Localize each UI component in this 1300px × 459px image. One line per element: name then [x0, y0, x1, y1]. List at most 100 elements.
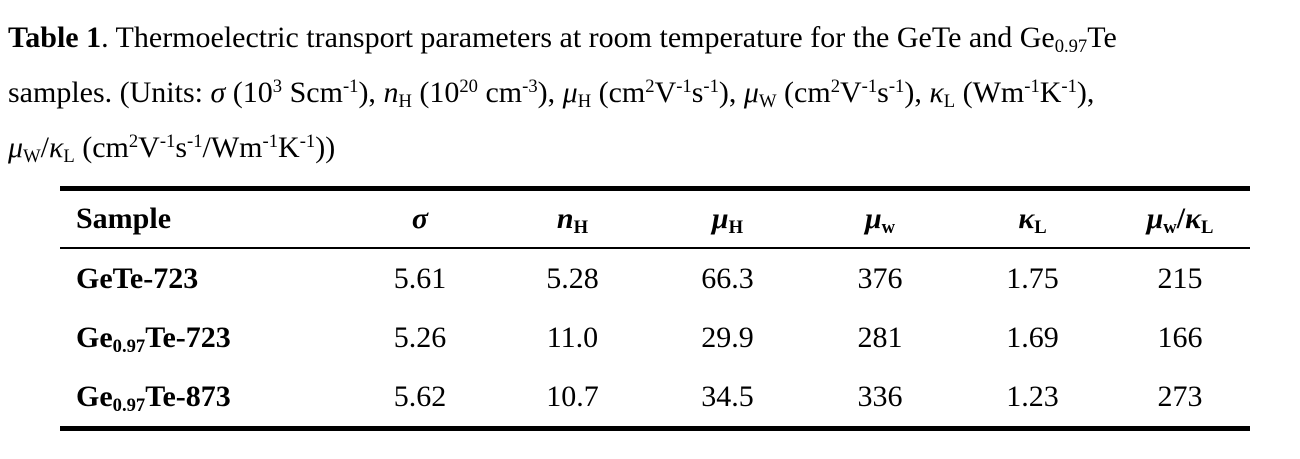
- header-muw-kappal: μw/κL: [1110, 191, 1250, 247]
- header-subscript: H: [573, 217, 589, 239]
- caption-exponent: 20: [459, 75, 478, 97]
- header-subscript: w: [1163, 217, 1177, 239]
- cell-muw: 281: [857, 320, 903, 354]
- table-header: Sample σ nH μH μw κL μw/κL: [60, 191, 1250, 247]
- caption-text: (cm: [591, 76, 646, 109]
- cell-ratio: 273: [1157, 379, 1203, 413]
- mu-symbol: μ: [864, 202, 882, 235]
- cell-kappal: 1.23: [1006, 379, 1059, 413]
- caption-text: ),: [1076, 76, 1095, 109]
- table-top-rule: [60, 186, 1250, 191]
- slash: /: [1176, 202, 1186, 235]
- header-nh: nH: [495, 191, 650, 247]
- mu-symbol: μ: [711, 202, 729, 235]
- caption-text: (cm: [74, 131, 129, 164]
- header-muh: μH: [650, 191, 805, 247]
- caption-line1-text: . Thermoelectric transport parameters at…: [101, 21, 1055, 54]
- caption-text: s: [877, 76, 889, 109]
- cell-muh: 29.9: [701, 320, 754, 354]
- caption-kappa-symbol: κ: [929, 76, 944, 109]
- data-table: Sample σ nH μH μw κL μw/κL GeTe-723 5.61…: [60, 191, 1250, 426]
- cell-nh: 10.7: [546, 379, 599, 413]
- cell-muw: 336: [857, 379, 903, 413]
- header-sigma: σ: [345, 191, 495, 247]
- caption-sigma-symbol: σ: [210, 76, 226, 109]
- caption-text: V: [839, 76, 862, 109]
- caption-exponent: -1: [299, 130, 316, 152]
- cell-sample: GeTe-723: [60, 249, 345, 308]
- caption-text: (10: [225, 76, 273, 109]
- cell-sample: Ge0.97Te-873: [60, 367, 345, 426]
- header-subscript: H: [728, 217, 744, 239]
- cell-kappal: 1.75: [1006, 261, 1059, 295]
- cell-kappal: 1.69: [1006, 320, 1059, 354]
- caption-exponent: 2: [830, 75, 840, 97]
- table-row: GeTe-723 5.61 5.28 66.3 376 1.75 215: [60, 249, 1250, 308]
- header-subscript: L: [1200, 217, 1214, 239]
- caption-exponent: -1: [703, 75, 719, 97]
- caption-mu-symbol: μ: [8, 131, 24, 164]
- caption-exponent: -1: [861, 75, 878, 97]
- sigma-symbol: σ: [411, 202, 429, 235]
- header-sample: Sample: [76, 202, 172, 235]
- caption-subscript: H: [398, 91, 412, 113]
- caption-text: ),: [537, 76, 563, 109]
- caption-mu-symbol: μ: [743, 76, 759, 109]
- cell-ratio: 166: [1157, 320, 1203, 354]
- caption-text: /Wm: [202, 131, 263, 164]
- sample-suffix: Te-723: [145, 320, 231, 354]
- caption-exponent: -1: [159, 130, 176, 152]
- data-table-container: Sample σ nH μH μw κL μw/κL GeTe-723 5.61…: [60, 186, 1250, 431]
- cell-sigma: 5.61: [393, 261, 447, 295]
- caption-text: (10: [411, 76, 460, 109]
- caption-exponent: -1: [342, 75, 359, 97]
- caption-exponent: -1: [1024, 75, 1040, 97]
- table-caption: Table 1. Thermoelectric transport parame…: [8, 10, 1293, 175]
- caption-subscript: L: [943, 91, 956, 113]
- table-row: Ge0.97Te-873 5.62 10.7 34.5 336 1.23 273: [60, 367, 1250, 426]
- caption-subscript: W: [23, 146, 41, 168]
- caption-subscript: W: [758, 91, 777, 113]
- cell-muh: 66.3: [701, 261, 754, 295]
- n-symbol: n: [556, 202, 574, 235]
- cell-sample: Ge0.97Te-723: [60, 308, 345, 367]
- header-subscript: L: [1034, 217, 1047, 239]
- caption-text: ),: [718, 76, 744, 109]
- caption-exponent: -1: [1061, 75, 1077, 97]
- cell-ratio: 215: [1157, 261, 1203, 295]
- table-header-rule: [60, 247, 1250, 249]
- cell-sigma: 5.62: [393, 379, 447, 413]
- sample-name: Ge: [76, 320, 113, 354]
- caption-text: cm: [477, 76, 523, 109]
- caption-text: K: [1039, 76, 1062, 109]
- caption-exponent: 3: [272, 75, 283, 97]
- cell-muh: 34.5: [701, 379, 754, 413]
- mu-symbol: μ: [1146, 202, 1164, 235]
- sample-name: Ge: [76, 379, 113, 413]
- caption-exponent: -1: [187, 130, 203, 152]
- caption-text: )): [315, 131, 336, 164]
- caption-ge-subscript: 0.97: [1054, 36, 1088, 58]
- table-row: Ge0.97Te-723 5.26 11.0 29.9 281 1.69 166: [60, 308, 1250, 367]
- sample-suffix: Te-873: [145, 379, 231, 413]
- caption-units-intro: samples. (Units:: [8, 76, 211, 109]
- cell-sigma: 5.26: [393, 320, 447, 354]
- sample-name: GeTe-723: [76, 261, 199, 295]
- table-bottom-rule: [60, 426, 1250, 431]
- caption-mu-symbol: μ: [562, 76, 578, 109]
- cell-muw: 376: [857, 261, 903, 295]
- caption-text: /: [40, 131, 49, 164]
- sample-subscript: 0.97: [112, 394, 146, 416]
- caption-exponent: -1: [262, 130, 279, 152]
- header-subscript: w: [881, 217, 896, 239]
- caption-text: s: [175, 131, 188, 164]
- caption-text: V: [654, 76, 677, 109]
- caption-text: (cm: [776, 76, 831, 109]
- caption-text: (Wm: [955, 76, 1025, 109]
- caption-exponent: -3: [522, 75, 538, 97]
- cell-nh: 11.0: [546, 320, 599, 354]
- table-label: Table 1: [8, 21, 102, 54]
- kappa-symbol: κ: [1018, 202, 1035, 235]
- caption-kappa-symbol: κ: [48, 131, 64, 164]
- header-kappal: κL: [955, 191, 1110, 247]
